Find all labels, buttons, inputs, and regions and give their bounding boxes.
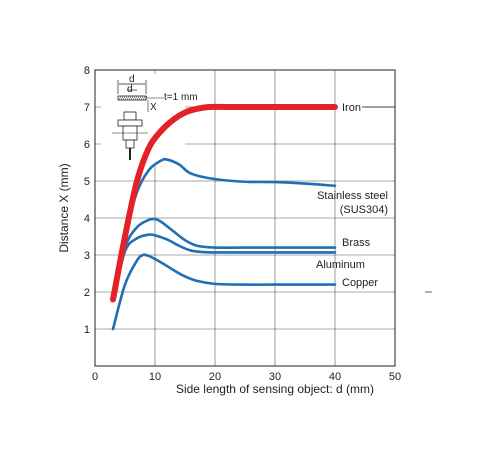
inset-d-label: d xyxy=(129,74,135,85)
plate-hatch xyxy=(124,95,128,101)
plate-hatch xyxy=(136,95,140,101)
y-tick-label: 2 xyxy=(84,287,90,299)
series-labels: Iron Stainless steel (SUS304) Brass Aluminum… xyxy=(316,99,432,293)
series-label-stainless: Stainless steel (SUS304) xyxy=(317,190,388,216)
x-tick-label: 40 xyxy=(329,371,341,383)
plate-hatch xyxy=(120,95,124,101)
sensor-tail xyxy=(125,139,135,149)
series-line-stainless xyxy=(111,157,337,297)
x-tick-label: 20 xyxy=(209,371,221,383)
inset-x-label: X xyxy=(150,102,157,113)
plot-frame xyxy=(94,69,396,367)
y-tick-label: 8 xyxy=(84,65,90,77)
sensor-head xyxy=(123,111,137,121)
x-tick-label: 10 xyxy=(149,371,161,383)
plate-hatch xyxy=(128,95,132,101)
y-tick-label: 3 xyxy=(84,250,90,262)
x-tick-label: 0 xyxy=(92,371,98,383)
plot-border xyxy=(94,69,396,367)
plate-hatch xyxy=(142,95,146,101)
y-tick-label: 1 xyxy=(84,324,90,336)
x-axis-title: Side length of sensing object: d (mm) xyxy=(176,382,374,396)
series-line-brass xyxy=(111,217,337,301)
plate-hatch xyxy=(126,95,130,101)
plate-hatch xyxy=(122,95,126,101)
iron-label-bg xyxy=(338,99,364,113)
plate-hatch xyxy=(134,95,138,101)
y-tick-label: 4 xyxy=(84,213,90,225)
series-line-aluminum xyxy=(111,233,337,301)
inset-t-label: t=1 mm xyxy=(164,92,198,103)
series-line-iron xyxy=(110,103,338,303)
plate-hatch xyxy=(138,95,142,101)
series-label-iron: Iron xyxy=(342,102,361,114)
plate-hatch xyxy=(118,95,122,101)
tick-labels: 0 10 20 30 40 50 1 2 3 4 5 6 7 8 xyxy=(84,65,401,383)
plate-hatch xyxy=(132,95,136,101)
x-tick-label: 50 xyxy=(389,371,401,383)
series-lines xyxy=(110,103,338,331)
series-line-copper xyxy=(111,253,337,331)
plate-hatch xyxy=(140,95,144,101)
x-tick-label: 30 xyxy=(269,371,281,383)
y-tick-label: 6 xyxy=(84,139,90,151)
y-tick-label: 5 xyxy=(84,176,90,188)
y-axis-title: Distance X (mm) xyxy=(57,163,71,252)
series-label-aluminum: Aluminum xyxy=(316,259,365,271)
sensor-nut xyxy=(117,119,143,127)
plate-hatch xyxy=(130,95,134,101)
series-label-copper: Copper xyxy=(342,277,378,289)
y-tick-label: 7 xyxy=(84,102,90,114)
inset-d-label-inner: d xyxy=(127,84,133,95)
series-label-brass: Brass xyxy=(342,237,371,249)
